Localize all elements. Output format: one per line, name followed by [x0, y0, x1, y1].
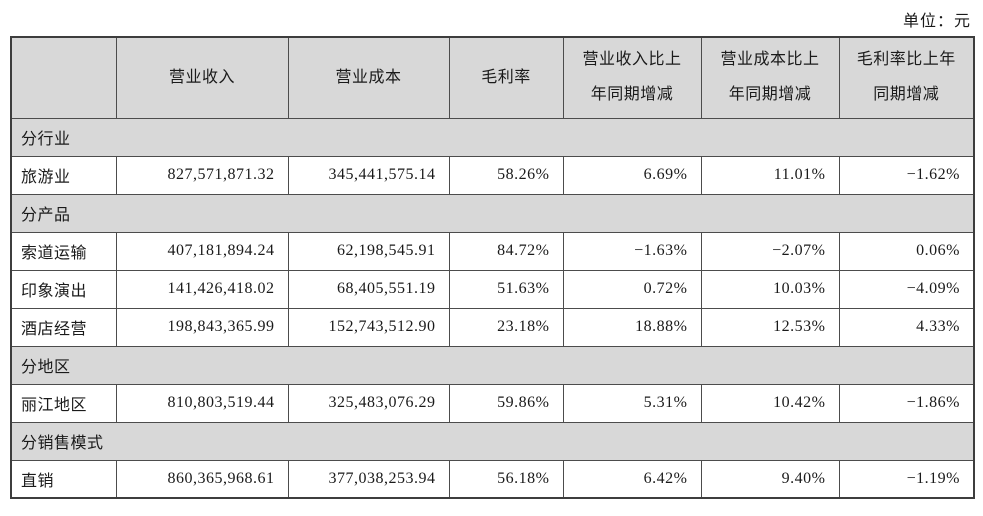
- table-row-cableway: 索道运输 407,181,894.24 62,198,545.91 84.72%…: [10, 231, 975, 271]
- cell-revenue-yoy: 6.69%: [562, 155, 702, 195]
- cell-revenue: 860,365,968.61: [115, 459, 289, 499]
- table-header-row: 营业收入 营业成本 毛利率 营业收入比上 年同期增减 营业成本比上 年同期增减 …: [10, 36, 975, 119]
- cell-revenue-yoy: 18.88%: [562, 307, 702, 347]
- row-label: 酒店经营: [10, 307, 117, 347]
- table-row-direct-sales: 直销 860,365,968.61 377,038,253.94 56.18% …: [10, 459, 975, 499]
- header-cell-revenue: 营业收入: [115, 36, 289, 119]
- cell-revenue: 141,426,418.02: [115, 269, 289, 309]
- cell-cost: 377,038,253.94: [287, 459, 450, 499]
- header-cell-cost-yoy: 营业成本比上 年同期增减: [700, 36, 840, 119]
- cell-margin: 51.63%: [448, 269, 564, 309]
- section-row-by-sales-model: 分销售模式: [10, 421, 975, 461]
- cell-cost: 62,198,545.91: [287, 231, 450, 271]
- cell-cost-yoy: 12.53%: [700, 307, 840, 347]
- row-label: 丽江地区: [10, 383, 117, 423]
- cell-revenue-yoy: 6.42%: [562, 459, 702, 499]
- cell-margin-yoy: −1.62%: [838, 155, 975, 195]
- header-cell-margin: 毛利率: [448, 36, 564, 119]
- cell-revenue-yoy: 0.72%: [562, 269, 702, 309]
- cell-margin: 56.18%: [448, 459, 564, 499]
- section-title: 分地区: [10, 345, 975, 385]
- row-label: 直销: [10, 459, 117, 499]
- cell-margin-yoy: −1.86%: [838, 383, 975, 423]
- cell-cost-yoy: 10.03%: [700, 269, 840, 309]
- cell-cost: 345,441,575.14: [287, 155, 450, 195]
- cell-margin-yoy: −1.19%: [838, 459, 975, 499]
- row-label: 旅游业: [10, 155, 117, 195]
- table-row-hotel: 酒店经营 198,843,365.99 152,743,512.90 23.18…: [10, 307, 975, 347]
- cell-cost: 152,743,512.90: [287, 307, 450, 347]
- cell-revenue-yoy: −1.63%: [562, 231, 702, 271]
- header-cell-margin-yoy: 毛利率比上年 同期增减: [838, 36, 975, 119]
- table-row-tourism: 旅游业 827,571,871.32 345,441,575.14 58.26%…: [10, 155, 975, 195]
- financial-breakdown-table: 营业收入 营业成本 毛利率 营业收入比上 年同期增减 营业成本比上 年同期增减 …: [10, 36, 975, 499]
- cell-cost-yoy: 11.01%: [700, 155, 840, 195]
- section-title: 分行业: [10, 117, 975, 157]
- row-label: 索道运输: [10, 231, 117, 271]
- section-row-by-industry: 分行业: [10, 117, 975, 157]
- cell-revenue-yoy: 5.31%: [562, 383, 702, 423]
- cell-margin-yoy: 0.06%: [838, 231, 975, 271]
- report-page: 单位：元 营业收入 营业成本 毛利率 营业收入比上 年同期增减 营业成本比上 年…: [10, 13, 975, 499]
- cell-margin: 23.18%: [448, 307, 564, 347]
- section-row-by-region: 分地区: [10, 345, 975, 385]
- cell-cost: 325,483,076.29: [287, 383, 450, 423]
- cell-cost-yoy: −2.07%: [700, 231, 840, 271]
- header-cell-cost: 营业成本: [287, 36, 450, 119]
- cell-margin: 84.72%: [448, 231, 564, 271]
- table-row-lijiang: 丽江地区 810,803,519.44 325,483,076.29 59.86…: [10, 383, 975, 423]
- section-title: 分产品: [10, 193, 975, 233]
- cell-margin-yoy: 4.33%: [838, 307, 975, 347]
- cell-cost: 68,405,551.19: [287, 269, 450, 309]
- cell-cost-yoy: 10.42%: [700, 383, 840, 423]
- header-cell-revenue-yoy: 营业收入比上 年同期增减: [562, 36, 702, 119]
- row-label: 印象演出: [10, 269, 117, 309]
- section-title: 分销售模式: [10, 421, 975, 461]
- cell-revenue: 827,571,871.32: [115, 155, 289, 195]
- table-row-impression-show: 印象演出 141,426,418.02 68,405,551.19 51.63%…: [10, 269, 975, 309]
- cell-revenue: 198,843,365.99: [115, 307, 289, 347]
- header-cell-blank: [10, 36, 117, 119]
- cell-margin-yoy: −4.09%: [838, 269, 975, 309]
- cell-margin: 59.86%: [448, 383, 564, 423]
- section-row-by-product: 分产品: [10, 193, 975, 233]
- cell-revenue: 810,803,519.44: [115, 383, 289, 423]
- unit-label: 单位：元: [902, 13, 971, 30]
- cell-cost-yoy: 9.40%: [700, 459, 840, 499]
- cell-margin: 58.26%: [448, 155, 564, 195]
- cell-revenue: 407,181,894.24: [115, 231, 289, 271]
